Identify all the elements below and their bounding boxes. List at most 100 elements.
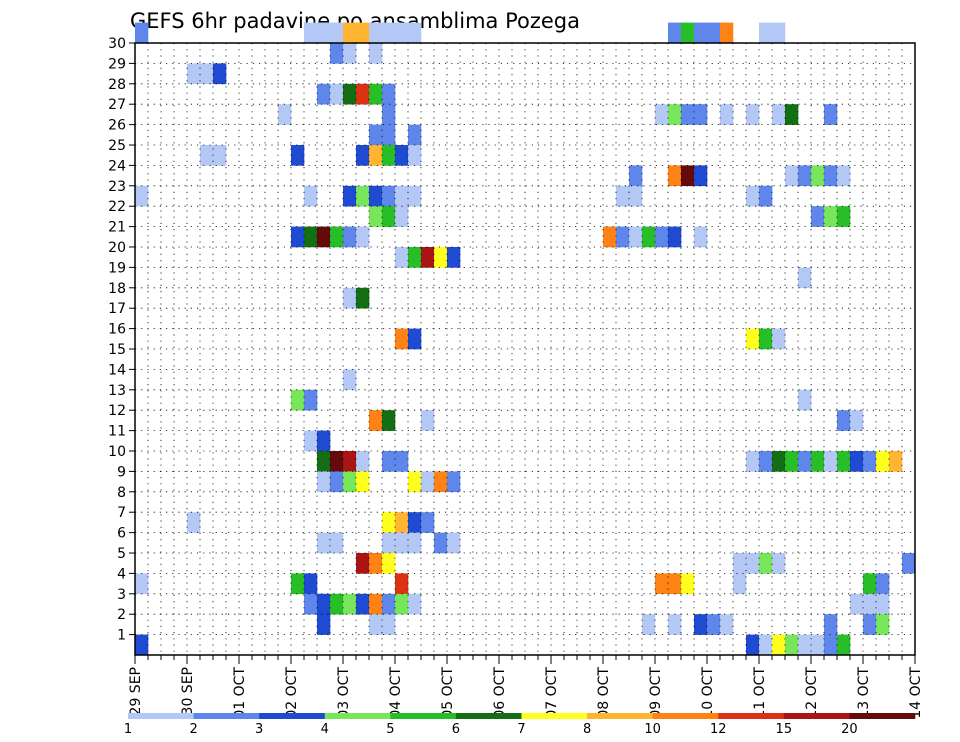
precip-cell (681, 22, 695, 44)
precip-cell (343, 369, 357, 391)
x-tick-label: 12 OCT (804, 667, 820, 719)
precip-cell (772, 22, 786, 44)
precip-cell (343, 451, 357, 472)
colorbar-label: 12 (710, 722, 727, 737)
colorbar-label: 10 (644, 722, 661, 737)
precip-cell (798, 451, 812, 472)
y-tick-label: 10 (108, 444, 126, 460)
precip-cell (330, 471, 344, 493)
precip-cell (824, 104, 838, 125)
x-tick-label: 02 OCT (284, 667, 300, 719)
precip-cell (369, 206, 383, 227)
precip-cell (629, 185, 643, 207)
y-tick-label: 28 (108, 77, 126, 93)
precip-cell (408, 145, 422, 166)
precip-cell (811, 206, 825, 227)
precip-cell (642, 226, 656, 248)
precip-cell (772, 451, 786, 472)
precip-cell (356, 593, 370, 615)
precip-cell (746, 328, 760, 350)
precip-cell (317, 451, 331, 472)
precip-cell (681, 165, 695, 187)
y-tick-label: 23 (108, 179, 126, 195)
precip-cell (850, 410, 864, 431)
precip-cell (304, 573, 318, 595)
precip-cell (382, 512, 396, 533)
precip-cell (382, 104, 396, 125)
precip-cell (317, 83, 331, 105)
precip-cell (343, 593, 357, 615)
precip-cell (642, 614, 656, 635)
precip-cell (291, 145, 305, 166)
precip-cell (343, 43, 357, 64)
precip-cell (291, 226, 305, 248)
precip-cell (382, 22, 396, 44)
precip-cell (330, 83, 344, 105)
precip-cell (421, 410, 435, 431)
precip-cell (811, 451, 825, 472)
y-tick-label: 15 (108, 342, 126, 358)
y-tick-label: 25 (108, 138, 126, 154)
precip-cell (395, 185, 409, 207)
y-axis: 1234567891011121314151617181920212223242… (108, 36, 135, 644)
y-tick-label: 4 (117, 566, 126, 582)
precip-cell (811, 165, 825, 187)
precip-cell (291, 573, 305, 595)
precip-cell (746, 451, 760, 472)
precip-cell (694, 165, 708, 187)
precip-cell (304, 226, 318, 248)
precip-cell (382, 614, 396, 635)
x-axis: 29 SEP 30 SEP 01 OCT 02 OCT 03 OCT 04 OCT 05 O… (128, 655, 924, 719)
precip-cell (382, 532, 396, 554)
precip-cell (447, 471, 461, 493)
precip-cell (369, 83, 383, 105)
colorbar-label: 15 (776, 722, 793, 737)
y-tick-label: 1 (117, 628, 126, 644)
y-tick-label: 13 (108, 383, 126, 399)
precip-cell (356, 145, 370, 166)
precip-cell (824, 206, 838, 227)
precip-cell (200, 145, 214, 166)
colorbar-label: 1 (124, 722, 132, 737)
y-tick-label: 8 (117, 485, 126, 501)
y-tick-label: 21 (108, 220, 126, 236)
precip-cell (707, 614, 721, 635)
precip-cell (863, 573, 877, 595)
precip-cell (408, 22, 422, 44)
precip-cell (278, 104, 292, 125)
precip-cell (668, 22, 682, 44)
precip-cell (772, 634, 786, 656)
precip-cell (434, 471, 448, 493)
y-tick-label: 22 (108, 199, 126, 215)
precip-cell (681, 573, 695, 595)
precip-cell (720, 104, 734, 125)
precip-cell (733, 573, 747, 595)
precip-cell (694, 22, 708, 44)
precip-cell (824, 634, 838, 656)
precip-cell (395, 206, 409, 227)
precip-cell (408, 328, 422, 350)
precip-cell (447, 532, 461, 554)
precip-cell (421, 512, 435, 533)
colorbar-label: 8 (583, 722, 591, 737)
precip-cell (902, 553, 916, 574)
precip-cell (395, 593, 409, 615)
precip-cell (616, 226, 630, 248)
colorbar-label: 6 (452, 722, 460, 737)
precip-cell (408, 512, 422, 533)
precip-cell (759, 328, 773, 350)
plot-frame (134, 42, 916, 656)
precip-cell (304, 185, 318, 207)
colorbar-swatch (193, 713, 260, 719)
precip-cell (200, 63, 214, 85)
precip-cell (772, 328, 786, 350)
y-tick-label: 30 (108, 36, 126, 52)
y-tick-label: 27 (108, 97, 126, 113)
precip-cell (798, 267, 812, 289)
precip-cell (408, 185, 422, 207)
precip-cell (135, 573, 149, 595)
precip-cell (382, 451, 396, 472)
precip-cell (330, 43, 344, 64)
precip-cell (876, 614, 890, 635)
